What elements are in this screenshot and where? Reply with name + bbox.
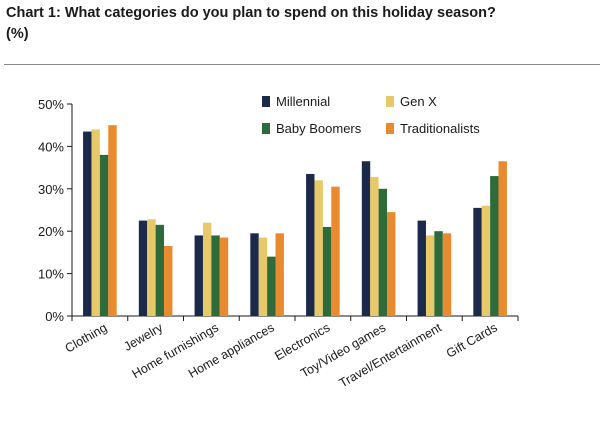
bar-baby-boomers: [211, 235, 220, 316]
bar-gen-x: [425, 235, 435, 316]
bar-millennial: [138, 220, 148, 316]
bar-baby-boomers: [155, 224, 165, 316]
bar-traditionalists: [219, 237, 229, 316]
bar-gen-x: [202, 222, 212, 316]
x-category-label: Jewelry: [121, 320, 165, 354]
bar-gen-x: [147, 219, 156, 316]
legend-swatch-baby-boomers: [262, 123, 270, 134]
bar-baby-boomers: [490, 176, 499, 316]
bar-baby-boomers: [99, 154, 109, 316]
bar-traditionalists: [108, 125, 117, 316]
legend-label: Baby Boomers: [276, 121, 362, 136]
bar-traditionalists: [275, 233, 284, 316]
legend-label: Millennial: [276, 94, 330, 109]
bar-gen-x: [258, 237, 268, 316]
bar-baby-boomers: [322, 226, 332, 316]
bar-baby-boomers: [267, 256, 276, 316]
bar-gen-x: [314, 180, 323, 316]
bar-millennial: [473, 207, 482, 316]
bar-traditionalists: [498, 161, 507, 316]
x-category-label: Gift Cards: [444, 320, 500, 360]
legend-swatch-gen-x: [386, 96, 394, 107]
bar-millennial: [83, 131, 92, 316]
bar-traditionalists: [442, 233, 452, 316]
x-category-label: Travel/Entertainment: [337, 320, 445, 390]
y-axis: 0% 10% 20% 30% 40% 50%: [38, 97, 73, 324]
bar-millennial: [194, 235, 203, 316]
bar-gen-x: [481, 205, 491, 316]
legend-swatch-traditionalists: [386, 123, 394, 134]
bar-traditionalists: [387, 212, 396, 316]
bar-millennial: [306, 173, 315, 316]
bar-traditionalists: [164, 246, 173, 316]
chart-subtitle: (%): [6, 26, 29, 42]
chart-title: Chart 1: What categories do you plan to …: [6, 5, 496, 21]
bar-baby-boomers: [378, 188, 388, 316]
x-category-label: Clothing: [63, 320, 110, 355]
y-tick-label: 50%: [38, 97, 64, 112]
title-divider: [4, 64, 600, 65]
bar-millennial: [361, 161, 371, 316]
bar-gen-x: [370, 176, 379, 316]
y-tick-label: 10%: [38, 267, 64, 282]
bar-traditionalists: [331, 186, 340, 316]
y-tick-label: 0%: [45, 309, 64, 324]
bar-series-group: [83, 125, 507, 316]
legend-label: Traditionalists: [400, 121, 480, 136]
legend-label: Gen X: [400, 94, 437, 109]
y-tick-label: 30%: [38, 182, 64, 197]
bar-millennial: [417, 220, 426, 316]
y-tick-label: 20%: [38, 224, 64, 239]
y-tick-label: 40%: [38, 139, 64, 154]
bar-millennial: [250, 233, 259, 316]
bar-baby-boomers: [434, 231, 443, 316]
bar-gen-x: [91, 129, 100, 316]
legend-swatch-millennial: [262, 96, 270, 107]
legend: Millennial Gen X Baby Boomers Traditionalis…: [262, 94, 480, 136]
